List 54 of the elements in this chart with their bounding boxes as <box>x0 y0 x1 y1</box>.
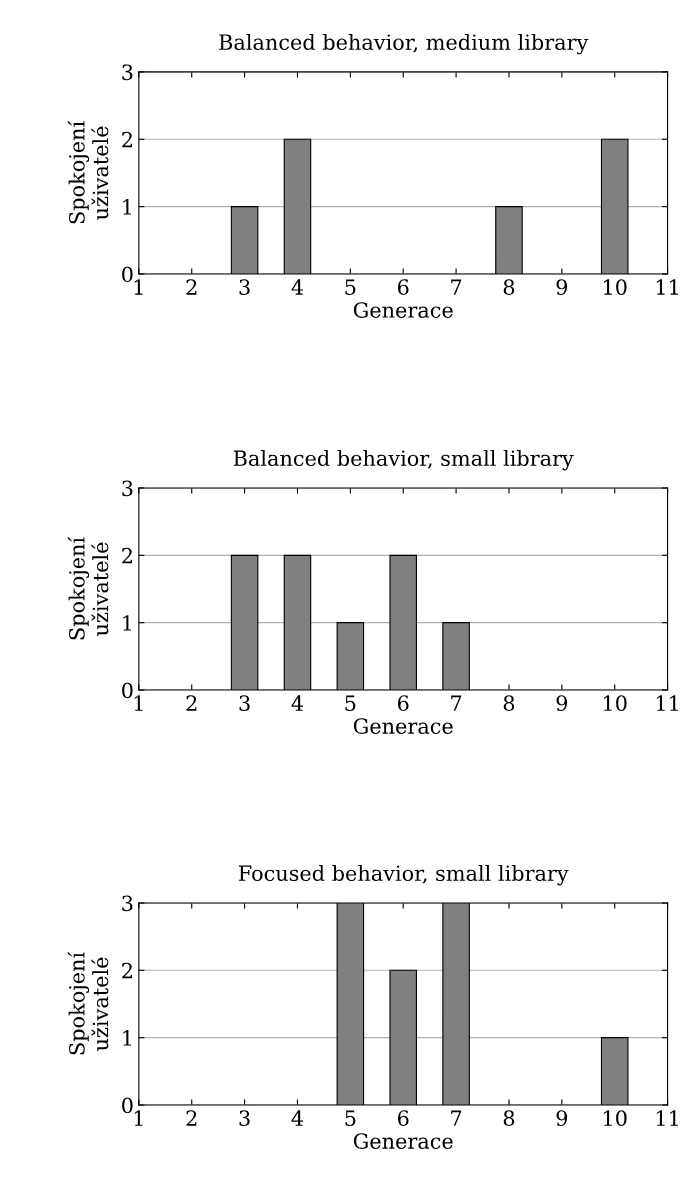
y-tick-label: 2 <box>122 547 132 564</box>
y-tick-label: 1 <box>123 615 132 631</box>
x-tick-label: 8 <box>503 1110 515 1126</box>
x-tick-label: 6 <box>397 1110 409 1126</box>
x-tick-label: 10 <box>604 1110 627 1126</box>
x-tick-label: 2 <box>186 695 197 711</box>
x-tick-label: 4 <box>291 695 304 711</box>
y-tick-label: 0 <box>122 682 133 699</box>
chart-title: Focused behavior, small library <box>238 864 569 886</box>
x-tick-label: 7 <box>451 1110 462 1126</box>
chart-title: Balanced behavior, medium library <box>219 33 589 55</box>
x-tick-label: 11 <box>656 279 678 295</box>
x-axis-title: Generace <box>353 718 453 734</box>
y-axis-title: Spokojení uživatelé <box>67 536 109 640</box>
x-tick-label: 2 <box>186 279 197 295</box>
x-axis-title: Generace <box>353 302 453 318</box>
y-tick-label: 0 <box>122 1097 133 1114</box>
x-tick-label: 7 <box>451 695 462 711</box>
x-tick-label: 8 <box>503 279 515 295</box>
x-tick-label: 1 <box>134 1110 143 1126</box>
x-tick-label: 3 <box>239 1110 250 1126</box>
y-tick-label: 3 <box>122 64 133 81</box>
y-tick-label: 3 <box>122 480 133 497</box>
x-tick-label: 5 <box>345 1110 356 1126</box>
x-tick-label: 1 <box>134 695 143 711</box>
y-axis-title: Spokojení uživatelé <box>67 951 109 1055</box>
y-tick-label: 3 <box>122 895 133 912</box>
x-tick-label: 9 <box>556 695 568 712</box>
y-tick-label: 1 <box>123 199 132 215</box>
x-tick-label: 4 <box>291 279 304 295</box>
x-tick-label: 6 <box>397 279 409 295</box>
x-tick-label: 10 <box>604 279 627 295</box>
x-tick-label: 3 <box>239 279 250 295</box>
y-tick-label: 2 <box>122 131 132 148</box>
x-tick-label: 5 <box>345 279 356 295</box>
x-tick-label: 9 <box>556 279 568 295</box>
x-tick-label: 7 <box>451 279 462 295</box>
x-tick-label: 3 <box>239 695 250 712</box>
x-tick-label: 4 <box>291 1110 304 1126</box>
x-tick-label: 1 <box>134 279 143 295</box>
x-tick-label: 6 <box>397 695 409 712</box>
y-axis-title: Spokojení uživatelé <box>67 120 109 224</box>
x-tick-label: 2 <box>186 1110 197 1126</box>
chart-title: Balanced behavior, small library <box>233 449 574 471</box>
x-tick-label: 10 <box>604 695 627 712</box>
x-axis-title: Generace <box>353 1133 453 1149</box>
y-tick-label: 0 <box>122 266 133 283</box>
x-tick-label: 11 <box>656 1110 678 1126</box>
x-tick-label: 5 <box>345 695 356 712</box>
y-tick-label: 2 <box>122 962 132 979</box>
x-tick-label: 8 <box>503 695 515 712</box>
x-tick-label: 11 <box>656 695 678 711</box>
y-tick-label: 1 <box>123 1030 132 1046</box>
x-tick-label: 9 <box>556 1110 568 1126</box>
